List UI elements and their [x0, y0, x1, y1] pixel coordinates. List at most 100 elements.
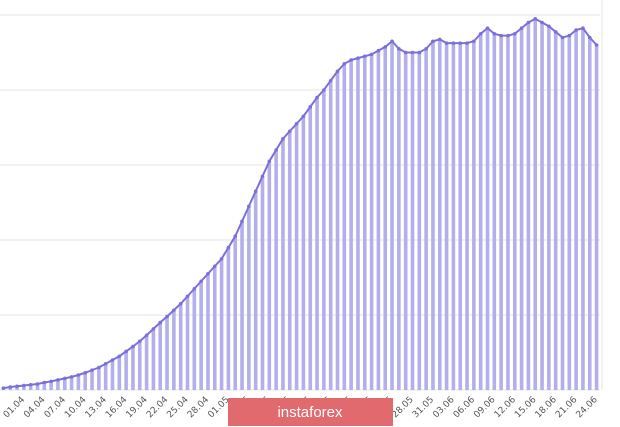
bar: [499, 35, 503, 390]
bar: [117, 356, 122, 390]
point: [547, 24, 551, 29]
x-tick-label: 13.04: [84, 395, 109, 420]
point: [8, 385, 13, 389]
bar: [362, 56, 367, 390]
bar: [233, 236, 238, 390]
point: [76, 373, 81, 377]
bar: [90, 370, 94, 390]
bar: [69, 376, 74, 390]
x-tick-label: 12.06: [493, 395, 518, 420]
bar: [574, 30, 578, 390]
point: [35, 382, 40, 386]
point: [403, 50, 408, 55]
bar: [444, 43, 449, 390]
bar: [212, 266, 217, 390]
bar: [15, 386, 19, 390]
x-tick-label: 03.06: [431, 395, 456, 420]
point: [287, 129, 292, 134]
point: [506, 33, 510, 38]
watermark: instaforex: [277, 404, 343, 421]
point: [281, 136, 285, 141]
bar: [28, 384, 33, 390]
bar: [83, 372, 88, 390]
point: [485, 26, 490, 30]
bar: [472, 41, 476, 390]
bar: [42, 382, 47, 390]
point: [492, 31, 497, 36]
point: [369, 52, 374, 57]
bar: [199, 281, 203, 390]
bar: [437, 39, 442, 390]
point: [90, 368, 94, 372]
bar: [158, 322, 163, 390]
bar: [185, 296, 190, 390]
point: [110, 358, 115, 362]
point: [499, 33, 503, 38]
bar: [553, 31, 558, 390]
bar: [144, 335, 149, 390]
point: [560, 35, 565, 40]
point: [62, 376, 67, 381]
bar: [431, 41, 435, 390]
bar: [301, 116, 306, 390]
point: [519, 26, 524, 30]
point: [267, 159, 272, 164]
bar: [226, 247, 231, 390]
point: [328, 78, 333, 83]
point: [451, 41, 456, 45]
point: [390, 39, 394, 44]
bar: [581, 28, 585, 390]
point: [253, 189, 258, 194]
bar: [533, 18, 538, 390]
point: [212, 264, 217, 269]
x-tick-label: 10.04: [63, 395, 88, 420]
bar: [417, 52, 422, 390]
bar: [567, 35, 572, 390]
bar: [322, 90, 326, 390]
point: [417, 50, 422, 55]
point: [526, 20, 531, 25]
bar: [397, 48, 401, 390]
bar: [335, 71, 340, 390]
x-tick-label: 28.05: [390, 395, 415, 420]
point: [124, 349, 128, 354]
bar: [103, 363, 108, 390]
point: [192, 286, 197, 291]
bar: [485, 28, 490, 390]
point: [274, 148, 278, 152]
point: [315, 95, 319, 100]
x-tick-label: 19.04: [125, 395, 150, 420]
point: [581, 26, 585, 30]
bar: [124, 351, 128, 390]
point: [397, 46, 401, 51]
bar: [506, 35, 510, 390]
bar: [35, 384, 40, 390]
bar: [49, 381, 53, 390]
point: [178, 301, 183, 306]
bar: [294, 123, 299, 390]
bar: [465, 43, 469, 390]
x-tick-label: 21.06: [554, 395, 579, 420]
point: [349, 58, 353, 62]
point: [22, 383, 26, 388]
x-tick-label: 01.05: [206, 395, 231, 420]
point: [478, 31, 483, 36]
bar: [403, 52, 408, 390]
point: [567, 33, 572, 38]
point: [587, 35, 592, 40]
bar: [76, 375, 81, 390]
bar: [62, 378, 67, 390]
bar: [219, 258, 224, 390]
point: [226, 245, 231, 250]
bar: [383, 46, 388, 390]
point: [137, 339, 142, 344]
point: [219, 256, 224, 261]
bar: [349, 60, 353, 390]
point: [151, 327, 156, 331]
bar: [369, 54, 374, 390]
point: [165, 314, 169, 319]
point: [362, 54, 367, 59]
x-tick-label: 25.04: [165, 395, 190, 420]
bar: [512, 33, 517, 390]
point: [356, 56, 360, 60]
